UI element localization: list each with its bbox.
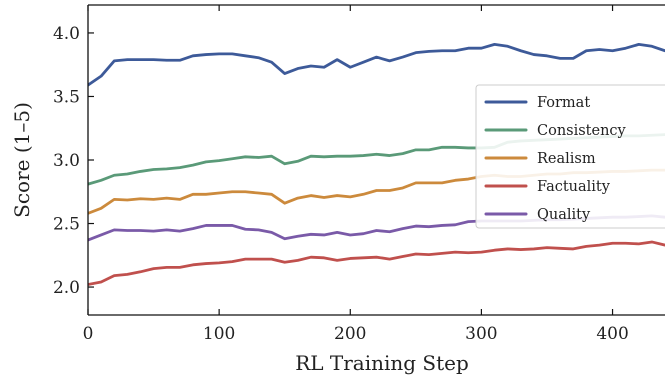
y-tick-label: 3.5	[53, 87, 80, 107]
x-tick-label: 300	[465, 324, 497, 344]
series-line-factuality	[88, 240, 665, 286]
y-tick-label: 2.0	[53, 278, 80, 298]
x-tick-label: 0	[83, 324, 94, 344]
x-tick-label: 200	[334, 324, 366, 344]
y-tick-label: 4.0	[53, 24, 80, 44]
legend-label-realism: Realism	[537, 151, 596, 167]
legend-box	[475, 84, 665, 229]
legend-label-consistency: Consistency	[537, 123, 627, 139]
legend-label-factuality: Factuality	[537, 179, 611, 195]
series-line-format	[88, 42, 665, 87]
x-tick-label: 400	[596, 324, 628, 344]
y-tick-label: 3.0	[53, 151, 80, 171]
x-tick-label: 100	[203, 324, 235, 344]
legend: Format Consistency Realism Factuality Qualit…	[475, 84, 665, 229]
legend-label-format: Format	[537, 95, 590, 111]
x-axis-ticks: 0 100 200 300 400	[83, 5, 629, 344]
y-axis-ticks: 2.0 2.5 3.0 3.5 4.0	[53, 24, 94, 298]
y-axis-label: Score (1–5)	[10, 102, 34, 218]
y-tick-label: 2.5	[53, 215, 80, 235]
legend-label-quality: Quality	[537, 207, 591, 223]
x-axis-label: RL Training Step	[295, 351, 469, 375]
